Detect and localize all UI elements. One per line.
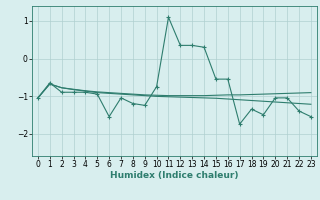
X-axis label: Humidex (Indice chaleur): Humidex (Indice chaleur) [110,171,239,180]
